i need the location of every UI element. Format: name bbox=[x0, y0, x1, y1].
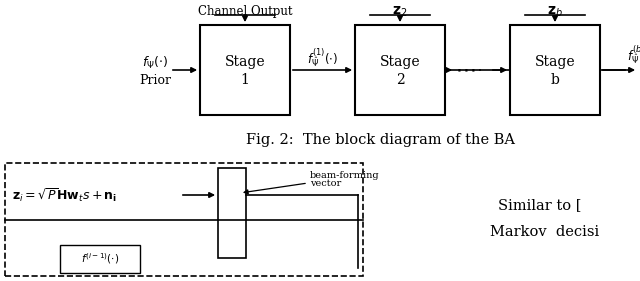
Text: $f^{(i-1)}(\cdot)$: $f^{(i-1)}(\cdot)$ bbox=[81, 251, 119, 266]
Bar bbox=[60, 245, 140, 273]
Bar bbox=[200, 25, 290, 115]
Text: $f^{(b)}_{\hat{\Psi}}($: $f^{(b)}_{\hat{\Psi}}($ bbox=[627, 44, 640, 67]
Text: Fig. 2:  The block diagram of the BA: Fig. 2: The block diagram of the BA bbox=[246, 133, 515, 147]
Bar bbox=[510, 25, 600, 115]
Bar bbox=[218, 168, 246, 258]
Text: b: b bbox=[550, 73, 559, 87]
Text: Prior: Prior bbox=[139, 74, 171, 87]
Text: $\cdots$: $\cdots$ bbox=[455, 60, 476, 80]
Text: 2: 2 bbox=[396, 73, 404, 87]
Bar bbox=[5, 163, 363, 276]
Text: Channel Output: Channel Output bbox=[198, 5, 292, 18]
Text: Markov  decisi: Markov decisi bbox=[490, 225, 599, 239]
Bar bbox=[355, 25, 445, 115]
Text: Stage: Stage bbox=[225, 55, 266, 69]
Text: $\mathbf{z}_2$: $\mathbf{z}_2$ bbox=[392, 5, 408, 19]
Text: 1: 1 bbox=[241, 73, 250, 87]
Text: Stage: Stage bbox=[380, 55, 420, 69]
Text: Similar to [: Similar to [ bbox=[498, 198, 582, 212]
Text: vector: vector bbox=[310, 178, 341, 187]
Text: $\mathbf{z}_b$: $\mathbf{z}_b$ bbox=[547, 5, 563, 19]
Text: beam-forming: beam-forming bbox=[310, 171, 380, 180]
Text: $f_{\Psi}(\cdot)$: $f_{\Psi}(\cdot)$ bbox=[142, 55, 168, 71]
Text: Stage: Stage bbox=[534, 55, 575, 69]
Text: $\mathbf{z}_i = \sqrt{P}\mathbf{H}\mathbf{w}_t s + \mathbf{n_i}$: $\mathbf{z}_i = \sqrt{P}\mathbf{H}\mathb… bbox=[12, 186, 117, 204]
Text: $f^{(1)}_{\hat{\Psi}}(\cdot)$: $f^{(1)}_{\hat{\Psi}}(\cdot)$ bbox=[307, 47, 339, 69]
